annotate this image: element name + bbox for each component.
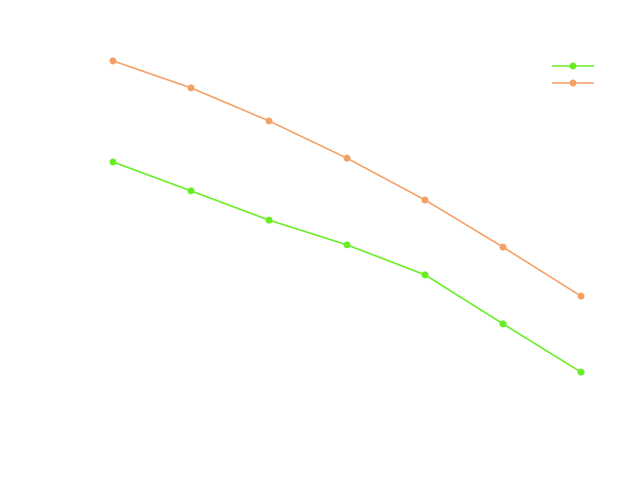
legend-entry-0 xyxy=(552,62,594,70)
series-1-point xyxy=(187,84,195,92)
legend-marker xyxy=(569,79,577,87)
series-1-point xyxy=(109,57,117,65)
series-0-point xyxy=(343,241,351,249)
series-1-point xyxy=(577,292,585,300)
series-1-line xyxy=(112,60,582,297)
series-0-point xyxy=(187,187,195,195)
series-0-point xyxy=(577,368,585,376)
series-0-point xyxy=(421,271,429,279)
series-1-point xyxy=(499,243,507,251)
series-0-line xyxy=(112,161,582,373)
series-1-point xyxy=(343,154,351,162)
legend-entry-1 xyxy=(552,79,594,87)
legend-marker xyxy=(569,62,577,70)
series-1-point xyxy=(265,117,273,125)
series-1-point xyxy=(421,196,429,204)
series-0-point xyxy=(499,320,507,328)
series-0-point xyxy=(265,216,273,224)
series-0-point xyxy=(109,158,117,166)
